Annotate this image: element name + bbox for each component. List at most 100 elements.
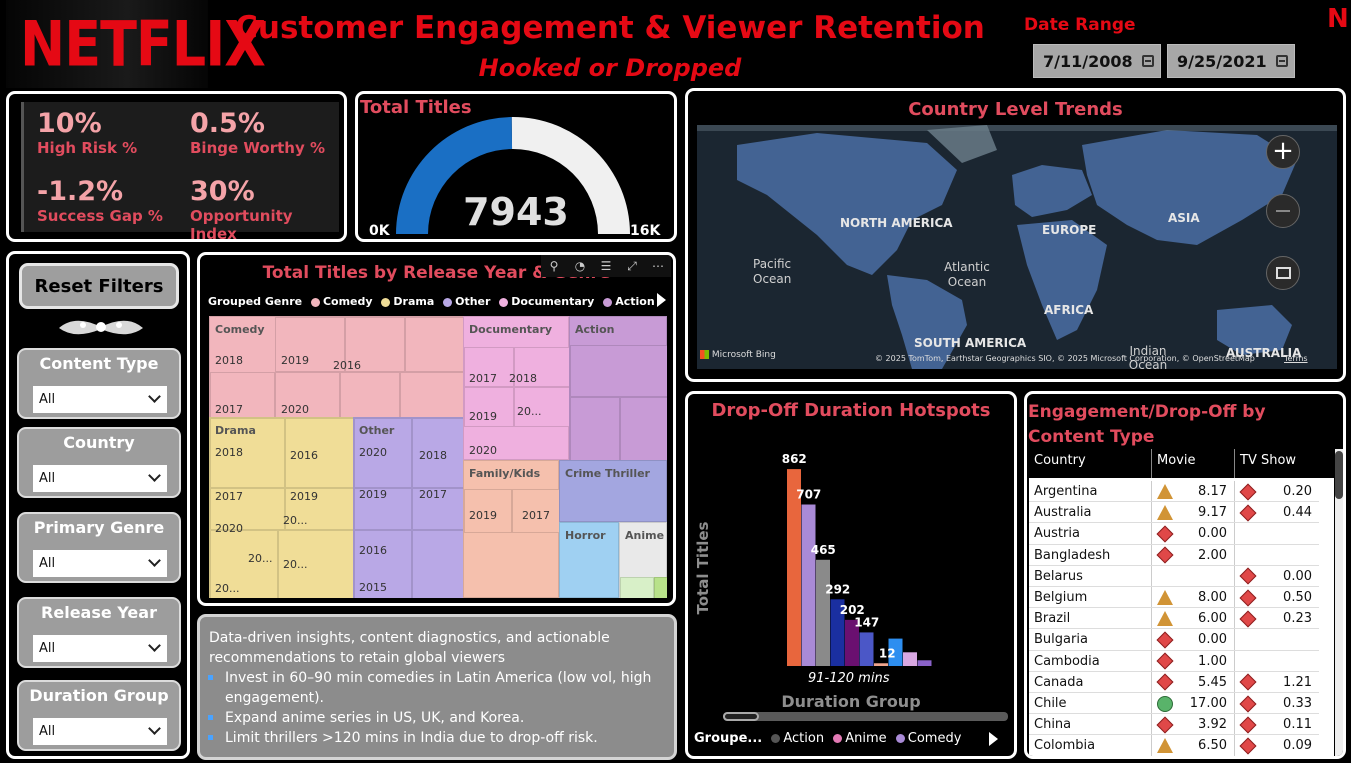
horizontal-scrollbar[interactable] <box>723 712 1008 721</box>
zoom-in-button[interactable]: + <box>1266 135 1300 169</box>
primary-genre-slicer: Primary Genre All <box>17 512 181 583</box>
column-divider <box>1151 629 1152 651</box>
legend-swatch <box>310 297 320 307</box>
table-row[interactable]: Colombia 6.50 0.09 <box>1029 735 1319 756</box>
engagement-table[interactable]: Country Movie TV Show Argentina 8.17 0.20 A… <box>1029 449 1334 756</box>
legend-item[interactable]: Action <box>615 295 655 308</box>
vertical-scrollbar[interactable] <box>1335 449 1343 756</box>
filter-icon[interactable]: ☰ <box>600 259 612 273</box>
legend-item[interactable]: Action <box>783 731 825 746</box>
bar[interactable] <box>888 638 903 666</box>
scrollbar-thumb[interactable] <box>1335 451 1343 499</box>
legend-next-icon[interactable] <box>989 732 998 746</box>
bar[interactable] <box>801 504 816 666</box>
table-row[interactable]: Argentina 8.17 0.20 <box>1029 481 1319 503</box>
more-options-icon[interactable]: ⋯ <box>652 259 664 273</box>
treemap-year-label: 2016 <box>290 449 318 462</box>
legend-item[interactable]: Documentary <box>511 295 595 308</box>
bar[interactable] <box>917 660 932 666</box>
gauge-title: Total Titles <box>360 97 472 118</box>
bar[interactable] <box>830 599 845 666</box>
treemap-group-action[interactable]: Action <box>569 316 667 461</box>
gauge-track <box>511 117 630 234</box>
scrollbar-thumb[interactable] <box>723 712 759 721</box>
treemap-group-documentary[interactable]: Documentary 2017 2018 2019 20... 2020 <box>463 316 570 460</box>
legend-item[interactable]: Anime <box>845 731 887 746</box>
treemap-group-anime[interactable]: Anime <box>619 522 667 598</box>
bar[interactable] <box>787 469 801 666</box>
legend-item[interactable]: Other <box>455 295 491 308</box>
date-end-value: 9/25/2021 <box>1177 51 1267 71</box>
treemap-cell <box>620 397 667 461</box>
world-map[interactable]: NORTH AMERICA EUROPE ASIA Pacific Ocean … <box>697 125 1337 369</box>
column-header[interactable]: Country <box>1034 453 1086 468</box>
tv-cell <box>1258 545 1312 566</box>
legend-item[interactable]: Comedy <box>322 295 373 308</box>
dropoff-chart-panel: Drop-Off Duration Hotspots Total Titles … <box>685 391 1017 759</box>
date-end-input[interactable]: 9/25/2021 <box>1167 44 1295 78</box>
column-divider <box>1234 565 1235 587</box>
treemap-year-label: 20... <box>283 514 308 527</box>
treemap-group-comedy[interactable]: Comedy 2018 2019 2016 2017 2020 <box>209 316 464 418</box>
bar[interactable] <box>874 663 888 666</box>
table-row[interactable]: China 3.92 0.11 <box>1029 714 1319 736</box>
treemap-chart[interactable]: Comedy 2018 2019 2016 2017 2020 Drama 20… <box>209 316 667 598</box>
calendar-icon[interactable] <box>1142 55 1154 67</box>
column-divider <box>1151 693 1152 715</box>
zoom-out-button[interactable] <box>1266 194 1300 228</box>
treemap-group-family[interactable]: Family/Kids 2019 2017 <box>463 460 560 598</box>
table-row[interactable]: Cambodia 1.00 <box>1029 650 1319 672</box>
table-row[interactable]: Austria 0.00 <box>1029 523 1319 545</box>
row-divider <box>1029 628 1319 630</box>
content-type-dropdown[interactable]: All <box>33 386 167 413</box>
bar-value-label: 707 <box>796 488 821 502</box>
table-row[interactable]: Chile 17.00 0.33 <box>1029 693 1319 715</box>
column-header[interactable]: Movie <box>1157 453 1196 468</box>
insights-box: Data-driven insights, content diagnostic… <box>197 614 677 760</box>
tv-cell: 0.33 <box>1258 693 1312 714</box>
column-divider <box>1151 587 1152 609</box>
column-divider <box>1151 671 1152 693</box>
table-row[interactable]: Bulgaria 0.00 <box>1029 629 1319 651</box>
calendar-icon[interactable] <box>1276 55 1288 67</box>
date-start-input[interactable]: 7/11/2008 <box>1033 44 1161 78</box>
movie-cell <box>1175 566 1227 587</box>
bar[interactable] <box>816 559 830 666</box>
minus-icon <box>1276 210 1290 212</box>
treemap-group-other[interactable]: Other 2020 2018 2019 2017 2016 2015 <box>353 417 464 598</box>
primary-genre-dropdown[interactable]: All <box>33 550 167 577</box>
focus-mode-icon[interactable]: ⤢ <box>627 259 637 273</box>
bar-value-label: 147 <box>854 615 879 629</box>
bar[interactable] <box>903 652 917 666</box>
duration-group-dropdown[interactable]: All <box>33 718 167 745</box>
legend-item[interactable]: Drama <box>393 295 435 308</box>
slicer-title: Country <box>63 433 135 452</box>
table-row[interactable]: Belarus 0.00 <box>1029 565 1319 587</box>
column-header[interactable]: TV Show <box>1240 453 1297 468</box>
table-row[interactable]: Bangladesh 2.00 <box>1029 544 1319 566</box>
country-dropdown[interactable]: All <box>33 465 167 492</box>
map-terms-link[interactable]: Terms <box>1284 354 1308 363</box>
table-row[interactable]: Canada 5.45 1.21 <box>1029 671 1319 693</box>
table-row[interactable]: Brazil 6.00 0.23 <box>1029 608 1319 630</box>
bar[interactable] <box>845 619 859 666</box>
triangle-icon <box>1157 611 1173 627</box>
release-year-dropdown[interactable]: All <box>33 635 167 662</box>
pin-icon[interactable]: ⚲ <box>549 259 559 273</box>
gauge-chart[interactable] <box>358 94 674 239</box>
legend-item[interactable]: Comedy <box>907 731 962 746</box>
select-area-button[interactable] <box>1266 256 1300 290</box>
bell-icon[interactable]: ◔ <box>574 259 586 273</box>
table-row[interactable]: Belgium 8.00 0.50 <box>1029 587 1319 609</box>
reset-filters-button[interactable]: Reset Filters <box>19 263 179 309</box>
bar[interactable] <box>859 632 874 666</box>
table-row[interactable]: Australia 9.17 0.44 <box>1029 502 1319 524</box>
treemap-group-horror[interactable]: Horror <box>559 522 619 598</box>
legend-title: Groupe... <box>694 731 763 746</box>
legend-next-icon[interactable] <box>657 293 666 307</box>
treemap-group-drama[interactable]: Drama 2018 2016 2017 2019 2020 20... 20.… <box>209 417 354 598</box>
treemap-group-crime[interactable]: Crime Thriller <box>559 460 667 522</box>
treemap-group-label: Crime Thriller <box>565 467 650 480</box>
gauge-max-label: 16K <box>630 223 661 239</box>
